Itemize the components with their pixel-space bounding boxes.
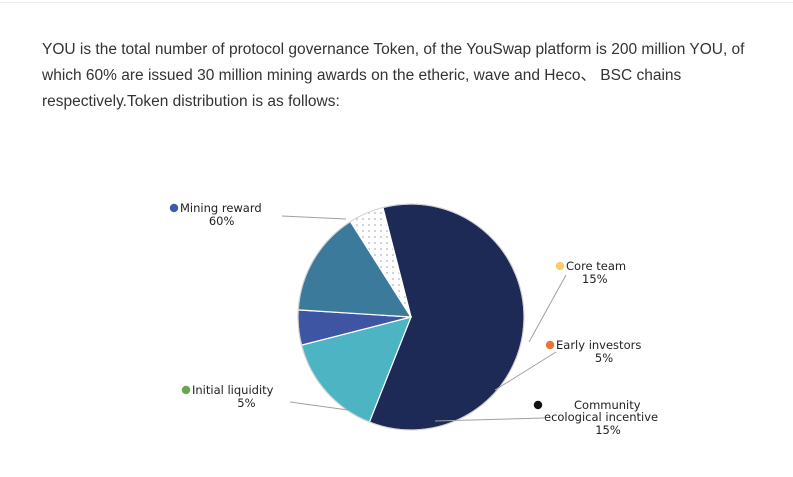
slice-name-initial-liquidity: Initial liquidity	[192, 383, 274, 397]
leader-line-community-ecological-incentive	[434, 417, 545, 422]
slice-name-mining-reward: Mining reward	[180, 201, 262, 215]
pie-outline	[297, 203, 525, 431]
legend-marker-core-team	[555, 261, 565, 271]
legend-marker-community-ecological-incentive	[533, 400, 543, 410]
slice-value-core-team: 15%	[582, 272, 608, 286]
legend-marker-early-investors	[545, 340, 555, 350]
slice-name-community-ecological-incentive-line-1: Community	[574, 398, 641, 412]
legend-marker-mining-reward	[169, 203, 179, 213]
legend-marker-initial-liquidity	[181, 385, 191, 395]
leader-line-initial-liquidity	[289, 401, 349, 411]
leader-line-early-investors	[494, 351, 557, 391]
slice-name-early-investors: Early investors	[556, 338, 641, 352]
slice-value-early-investors: 5%	[595, 351, 613, 365]
slice-name-community-ecological-incentive-line-2: ecological incentive	[544, 410, 658, 424]
intro-paragraph: YOU is the total number of protocol gove…	[42, 41, 745, 110]
slice-value-mining-reward: 60%	[209, 214, 235, 228]
pie-slices	[297, 203, 525, 431]
slice-value-community-ecological-incentive: 15%	[595, 423, 621, 437]
top-divider	[0, 2, 793, 3]
slice-name-core-team: Core team	[566, 259, 626, 273]
leader-line-mining-reward	[281, 215, 347, 220]
slice-value-initial-liquidity: 5%	[237, 396, 255, 410]
leader-line-core-team	[528, 274, 567, 343]
leader-lines	[281, 215, 567, 422]
